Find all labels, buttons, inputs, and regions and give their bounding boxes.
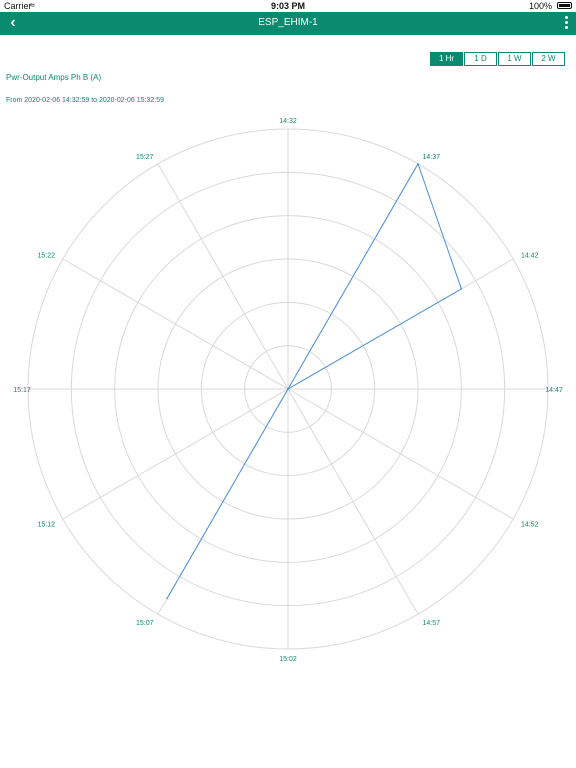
range-button-1hr[interactable]: 1 Hr <box>430 52 463 66</box>
page-title: ESP_EHIM-1 <box>258 17 318 28</box>
battery-icon <box>557 2 572 9</box>
category-label: 15:07 <box>136 620 154 627</box>
chart-title: Pwr-Output Amps Ph B (A) <box>6 73 102 82</box>
back-button[interactable]: ‹ <box>6 14 20 32</box>
category-label: 14:57 <box>423 620 441 627</box>
series-point <box>417 163 419 165</box>
more-options-button[interactable] <box>562 15 570 32</box>
status-time: 9:03 PM <box>270 1 305 11</box>
category-label: 14:52 <box>521 522 539 529</box>
time-range-selector: 1 Hr 1 D 1 W 2 W <box>430 52 566 66</box>
wifi-icon: ≈ <box>30 0 35 10</box>
category-label: 14:42 <box>521 253 539 260</box>
series-point <box>460 288 463 290</box>
nav-bar: ‹ ESP_EHIM-1 <box>0 12 576 35</box>
category-label: 15:22 <box>38 253 56 260</box>
radar-chart: 14:32 14:37 14:42 14:47 14:52 14:57 15:02 15:07… <box>13 118 563 663</box>
range-button-1w[interactable]: 1 W <box>498 52 531 66</box>
battery-percent: 100% <box>528 1 552 11</box>
chart-date-range: From 2020-02-06 14:32:59 to 2020-02-06 1… <box>6 97 165 104</box>
grid-spoke <box>62 258 289 390</box>
range-button-1d[interactable]: 1 D <box>464 52 497 66</box>
grid-spoke <box>62 388 289 520</box>
category-label: 14:37 <box>423 154 441 161</box>
chevron-left-icon: ‹ <box>10 14 16 31</box>
series-point <box>166 597 168 600</box>
more-vertical-icon <box>562 16 570 29</box>
category-label: 15:12 <box>38 522 56 529</box>
series-polygon <box>166 162 462 599</box>
grid-spoke <box>157 163 289 390</box>
category-label: 15:02 <box>279 656 297 663</box>
category-label: 14:32 <box>279 118 297 125</box>
category-label: 15:27 <box>136 154 154 161</box>
grid-spoke <box>287 388 419 615</box>
series-point <box>287 388 289 390</box>
range-button-2w[interactable]: 2 W <box>532 52 565 66</box>
category-label: 14:47 <box>545 387 563 394</box>
carrier-label: Carrier <box>4 1 32 11</box>
grid-spoke <box>287 388 514 520</box>
category-label: 15:17 <box>13 387 31 394</box>
status-bar: Carrier ≈ 9:03 PM 100% <box>0 0 576 12</box>
